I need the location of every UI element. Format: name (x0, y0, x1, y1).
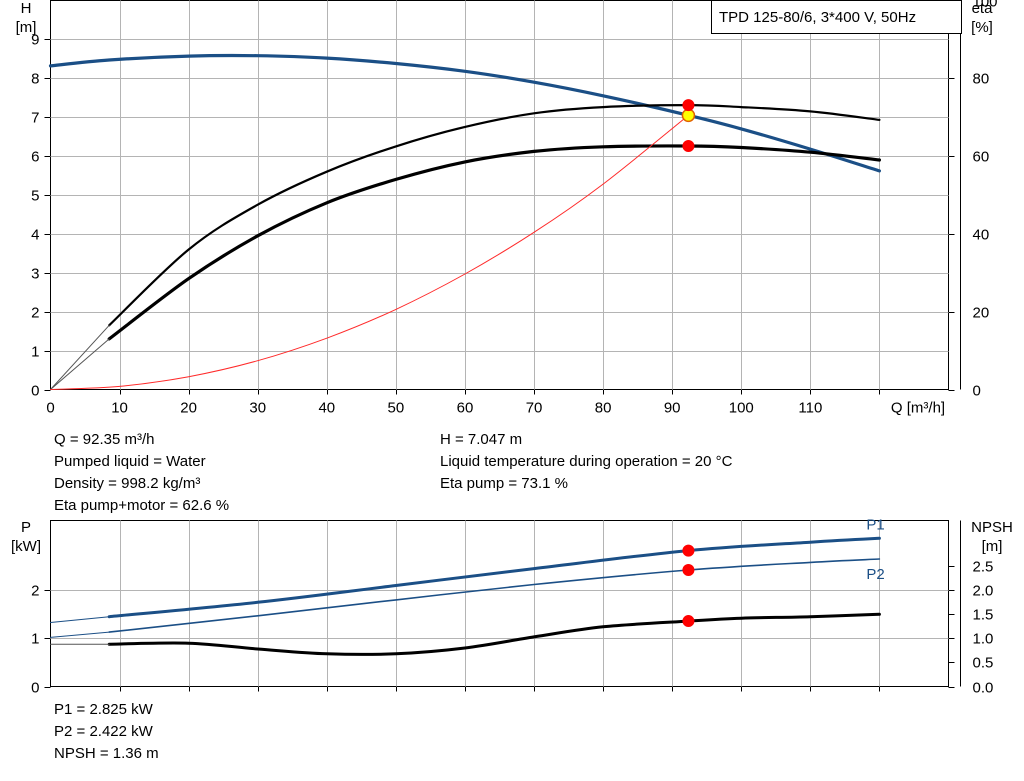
right-tick-label: 20 (973, 305, 990, 322)
power-info: P1 = 2.825 kW P2 = 2.422 kW NPSH = 1.36 … (54, 699, 159, 765)
left-tick-label: 5 (31, 188, 39, 205)
eta-pump-motor-point-marker (682, 139, 695, 152)
x-tick-label: 90 (664, 400, 681, 417)
title-box (711, 0, 962, 34)
top-series (48, 53, 881, 390)
left-tick-label: 1 (31, 631, 39, 648)
left-tick-label: 1 (31, 344, 39, 361)
eta-total-readout: Eta pump+motor = 62.6 % (54, 497, 230, 514)
left-tick-label: 0 (31, 383, 39, 400)
x-tick-label: 10 (111, 400, 128, 417)
bottom-axes: 0 1 2 0.0 0.5 1.0 1.5 2.0 2.5 P [kW] NPSH [m] (11, 519, 1013, 697)
right-tick-label: 0 (973, 383, 981, 400)
system-curve-curve (50, 114, 689, 390)
left-tick-label: 3 (31, 266, 39, 283)
p1-readout: P1 = 2.825 kW (54, 701, 153, 718)
left-tick-label: 9 (31, 32, 39, 49)
h-extension-curve (49, 59, 110, 67)
x-tick-label: 20 (180, 400, 197, 417)
eta-pump-motor-curve (107, 144, 881, 341)
right-tick-label: 100 (973, 0, 998, 11)
duty-info-right: H = 7.047 m Liquid temperature during op… (440, 429, 732, 495)
x-tick-label: 40 (318, 400, 335, 417)
eta-extension-curve (50, 324, 110, 390)
h-curve-curve (48, 53, 881, 173)
left-tick-label: 4 (31, 227, 39, 244)
p2-point-marker (682, 563, 695, 576)
left-axis-label: [kW] (11, 538, 41, 555)
top-grid (50, 0, 949, 390)
right-axis-label: [m] (982, 538, 1003, 555)
left-tick-label: 8 (31, 71, 39, 88)
p2-readout: P2 = 2.422 kW (54, 723, 153, 740)
p2-extension-curve (50, 631, 110, 638)
p1-extension-curve (50, 616, 110, 623)
duty-info-left: Q = 92.35 m³/h Pumped liquid = Water Den… (54, 429, 229, 517)
p1-series-label: P1 (866, 516, 884, 533)
x-axis-label: Q [m³/h] (891, 400, 945, 417)
npsh-curve (107, 612, 881, 656)
duty-point-marker (681, 108, 696, 123)
p1-point-marker (682, 544, 695, 557)
bottom-grid (50, 520, 949, 687)
right-tick-label: 2.0 (973, 583, 994, 600)
x-tick-label: 0 (46, 400, 54, 417)
right-tick-label: 2.5 (973, 559, 994, 576)
flow-readout: Q = 92.35 m³/h (54, 431, 155, 448)
p2-series-label: P2 (866, 566, 884, 583)
temperature-readout: Liquid temperature during operation = 20… (440, 453, 733, 470)
right-tick-label: 0.5 (973, 655, 994, 672)
right-tick-label: 80 (973, 71, 990, 88)
right-tick-label: 60 (973, 149, 990, 166)
x-tick-label: 30 (249, 400, 266, 417)
npsh-readout: NPSH = 1.36 m (54, 745, 159, 762)
left-tick-label: 0 (31, 680, 39, 697)
left-tick-label: 2 (31, 305, 39, 322)
right-tick-label: 1.0 (973, 631, 994, 648)
liquid-readout: Pumped liquid = Water (54, 453, 206, 470)
left-tick-label: 6 (31, 149, 39, 166)
eta-pump-curve (108, 104, 881, 327)
right-axis-label: NPSH (971, 519, 1013, 536)
x-tick-label: 110 (798, 400, 822, 417)
left-axis-label: P (21, 519, 31, 536)
right-tick-label: 1.5 (973, 607, 994, 624)
chart-title: TPD 125-80/6, 3*400 V, 50Hz (719, 9, 916, 26)
x-tick-label: 80 (595, 400, 612, 417)
density-readout: Density = 998.2 kg/m³ (54, 475, 201, 492)
eta-pump-point-marker (682, 99, 695, 112)
right-tick-label: 40 (973, 227, 990, 244)
p2-curve (108, 558, 881, 633)
left-tick-label: 7 (31, 110, 39, 127)
x-tick-label: 60 (457, 400, 474, 417)
x-tick-label: 100 (729, 400, 754, 417)
bottom-series: P1 P2 (50, 516, 885, 656)
left-axis-label: [m] (16, 19, 37, 36)
top-points (681, 99, 696, 152)
npsh-point-marker (682, 615, 695, 628)
left-tick-label: 2 (31, 583, 39, 600)
left-axis-label: H (21, 0, 32, 17)
right-tick-label: 0.0 (973, 680, 994, 697)
eta-motor-extension-curve (50, 338, 110, 390)
bottom-plot-frame (50, 520, 949, 687)
eta-pump-readout: Eta pump = 73.1 % (440, 475, 568, 492)
right-axis-label: [%] (971, 19, 993, 36)
p1-curve (107, 536, 881, 619)
x-tick-label: 70 (526, 400, 543, 417)
bottom-points (682, 544, 695, 628)
right-axis-label: eta (972, 0, 994, 17)
x-tick-label: 50 (388, 400, 405, 417)
head-readout: H = 7.047 m (440, 431, 523, 448)
